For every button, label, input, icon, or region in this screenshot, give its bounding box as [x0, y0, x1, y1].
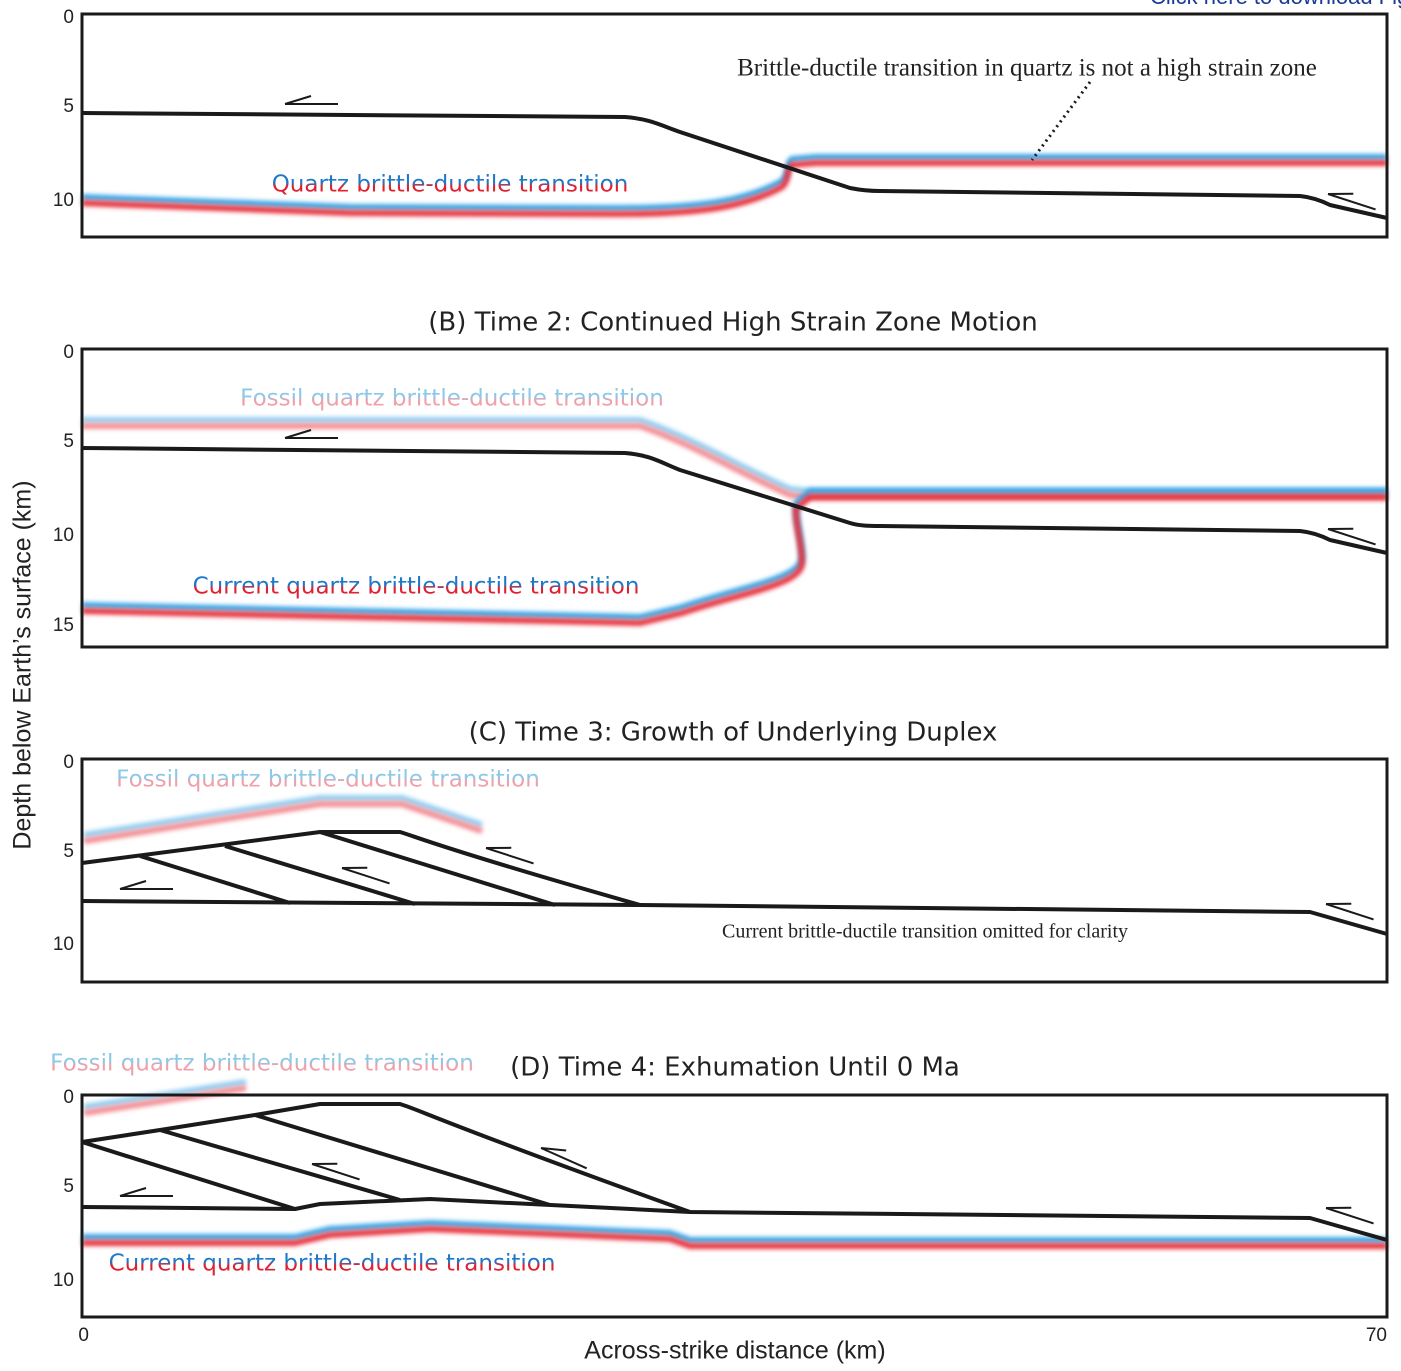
depth-tick: 10: [53, 525, 74, 546]
panel-frame: [80, 347, 1389, 649]
depth-tick: 5: [63, 96, 74, 117]
depth-tick: 10: [53, 1270, 74, 1291]
panel-title: (D) Time 4: Exhumation Until 0 Ma: [510, 1053, 960, 1083]
fossil-label: Fossil quartz brittle-ductile transition: [240, 386, 664, 412]
panel-a: 0 5 10 Brittle-ductile transition in qua…: [53, 7, 1389, 239]
shear-arrow: [1327, 527, 1376, 546]
shear-arrow: [311, 1162, 360, 1181]
depth-tick: 10: [53, 190, 74, 211]
bdt-band: [83, 801, 483, 844]
panel-frame: [80, 1093, 1389, 1319]
panel-d: (D) Time 4: Exhumation Until 0 Ma 0 5 10…: [50, 1051, 1389, 1319]
fault: [81, 111, 1388, 220]
depth-tick: 5: [63, 1176, 74, 1197]
fossil-label: Fossil quartz brittle-ductile transition: [116, 767, 540, 793]
leader-line: [1030, 81, 1092, 161]
panel-frame: [80, 757, 1389, 984]
fossil-bdt-line: [83, 1079, 247, 1116]
bdt-label: Current quartz brittle-ductile transitio…: [109, 1251, 556, 1277]
depth-tick: 0: [63, 752, 74, 773]
fault: [81, 1102, 691, 1214]
shear-arrow: [540, 1147, 588, 1170]
bdt-band: [82, 1219, 1387, 1243]
fault: [81, 830, 641, 907]
shear-arrow: [119, 1187, 173, 1197]
bdt-band: [83, 1085, 247, 1116]
shear-arrow: [119, 880, 173, 890]
panel-frame: [80, 12, 1389, 239]
fault: [81, 899, 1388, 936]
depth-tick: 0: [63, 1087, 74, 1108]
fossil-bdt-line: [83, 795, 483, 844]
shear-arrow: [284, 95, 338, 105]
fault: [81, 1197, 1388, 1242]
depth-tick: 15: [53, 615, 74, 636]
shear-arrow: [485, 846, 534, 865]
annotation: Brittle-ductile transition in quartz is …: [737, 55, 1317, 82]
annotation: Current brittle-ductile transition omitt…: [722, 921, 1128, 943]
bdt-band: [82, 423, 1387, 500]
download-link[interactable]: Click here to download Figure fig_6_mart…: [1150, 0, 1401, 9]
y-axis-label: Depth below Earth’s surface (km): [9, 480, 37, 849]
fault: [81, 446, 1388, 555]
panel-c: (C) Time 3: Growth of Underlying Duplex …: [53, 718, 1389, 984]
bdt-label: Current quartz brittle-ductile transitio…: [193, 574, 640, 600]
panel-b: (B) Time 2: Continued High Strain Zone M…: [53, 308, 1389, 649]
fault: [139, 830, 556, 907]
bdt-label: Quartz brittle-ductile transition: [272, 172, 629, 198]
bdt-band: [81, 154, 1387, 212]
panel-title: (B) Time 2: Continued High Strain Zone M…: [428, 308, 1037, 338]
bdt-band: [82, 417, 1387, 494]
bdt-line: [82, 1219, 1387, 1249]
shear-arrow: [341, 866, 390, 885]
depth-tick: 0: [63, 7, 74, 28]
bdt-band: [81, 494, 1387, 627]
shear-arrow: [284, 429, 338, 439]
x-axis-label: Across-strike distance (km): [584, 1337, 885, 1365]
shear-arrow: [1327, 192, 1376, 211]
depth-tick: 5: [63, 431, 74, 452]
depth-tick: 10: [53, 934, 74, 955]
fossil-label: Fossil quartz brittle-ductile transition: [50, 1051, 474, 1077]
shear-arrow: [1325, 1206, 1374, 1225]
depth-tick: 5: [63, 841, 74, 862]
bdt-band: [82, 1225, 1387, 1249]
bdt-band: [83, 795, 483, 838]
shear-arrow: [1325, 902, 1374, 921]
fault: [81, 1113, 551, 1211]
panel-title: (C) Time 3: Growth of Underlying Duplex: [469, 718, 998, 748]
x-tick-label: 0: [78, 1325, 89, 1346]
x-tick-label: 70: [1366, 1325, 1387, 1346]
depth-tick: 0: [63, 342, 74, 363]
fossil-bdt-line: [82, 417, 1387, 500]
bdt-line: [81, 488, 1387, 627]
